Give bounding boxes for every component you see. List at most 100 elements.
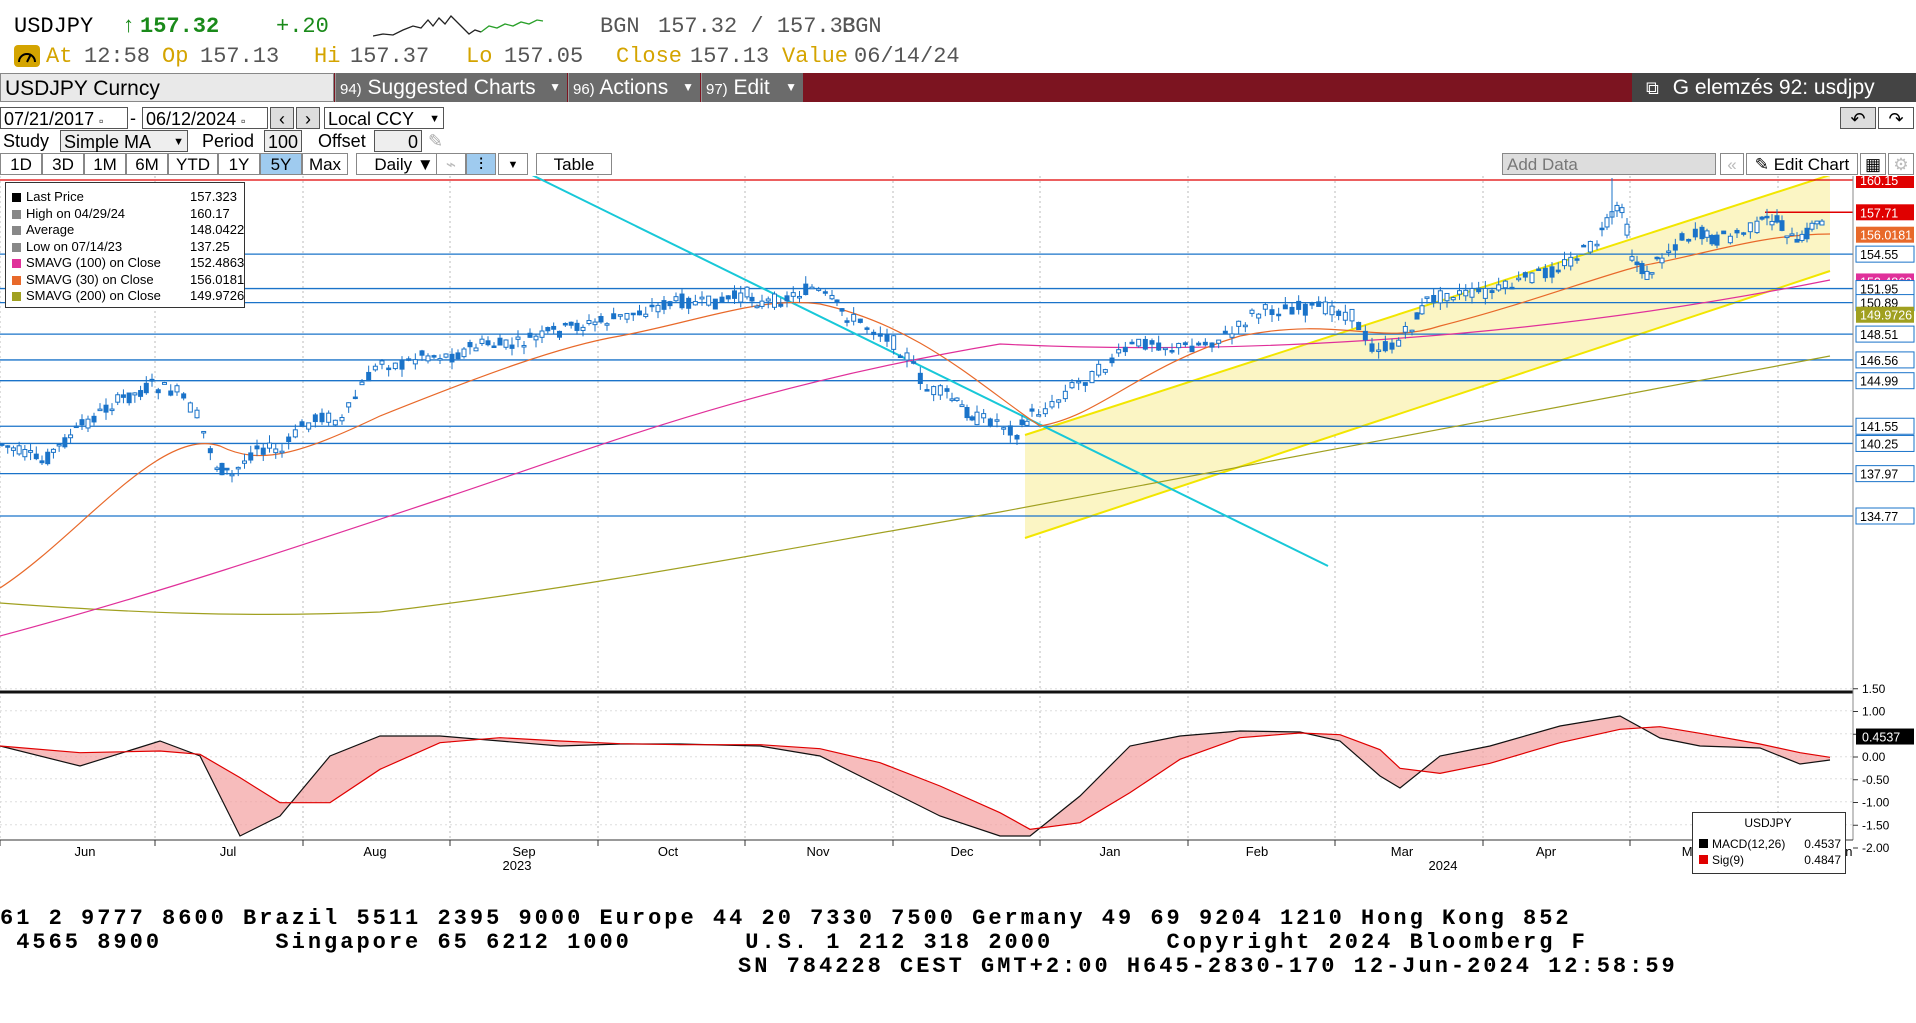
scroll-left-button[interactable]: ‹ [270,107,294,129]
candle-body [485,340,491,346]
candle-body [949,398,955,401]
period-tab-6m[interactable]: 6M [126,153,168,175]
high-value: 157.37 [350,44,430,69]
period-tab-1d[interactable]: 1D [0,153,42,175]
candle-body [917,372,923,384]
value-date: 06/14/24 [854,44,960,69]
candle-body [1741,232,1747,235]
candle-body [911,361,917,364]
candle-body [1209,342,1215,348]
candle-body [1109,357,1115,364]
candle-body [706,295,712,306]
candle-body [1509,286,1515,290]
price-tag-box [1856,172,1914,188]
candle-body [132,392,138,396]
table-button[interactable]: Table [536,153,612,175]
frequency-select[interactable]: Daily ▼ [356,153,452,175]
line-chart-icon[interactable]: ⌁ [436,153,466,175]
candle-body [406,358,412,361]
price-tag-label: 146.56 [1860,354,1898,368]
candle-body [1804,227,1810,240]
candle-body [332,419,338,426]
price-legend[interactable]: Last Price 157.323 High on 04/29/24 160.17 A… [5,182,245,308]
candle-body [994,419,1000,422]
price-tag-box [1855,507,1915,525]
add-data-input[interactable]: Add Data [1502,153,1716,175]
price-axis-tag: 154.55 [1855,245,1915,263]
candle-body [598,315,604,323]
candle-body [1296,300,1302,310]
pencil-icon[interactable]: ✎ [428,131,444,151]
scroll-right-button[interactable]: › [296,107,320,129]
macd-legend-value: 0.4847 [1804,853,1841,867]
candle-body [194,409,200,419]
candle-body [1049,401,1055,408]
price-tag-box [1856,306,1914,323]
candle-body [1402,325,1408,333]
candle-body [267,442,272,449]
contact-line-1: 61 2 9777 8600 Brazil 5511 2395 9000 Eur… [0,906,1572,931]
undo-button[interactable]: ↶ [1840,107,1876,129]
chart-title: G elemzés 92: usdjpy [1672,76,1875,99]
edit-button[interactable]: 97) Edit ▼ [701,73,803,102]
period-tab-3d[interactable]: 3D [42,153,84,175]
macd-legend[interactable]: USDJPY MACD(12,26) 0.4537 Sig(9) 0.4847 [1692,812,1846,874]
macd-tick-label: -2.00 [1862,841,1890,855]
redo-button[interactable]: ↷ [1878,107,1914,129]
candle-body [1256,313,1262,319]
month-label: Mar [1391,844,1414,859]
candle-body [1672,244,1678,251]
candle-body [931,386,937,396]
end-date-input[interactable]: 06/12/2024 ▫ [142,107,268,129]
sma100-line [0,279,1831,637]
currency-select[interactable]: Local CCY ▼ [324,107,444,129]
calendar-icon: ▫ [99,114,104,128]
up-arrow-icon: ↑ [122,14,136,39]
legend-value: 157.323 [190,189,237,204]
candle-body [399,360,405,370]
chevron-down-icon[interactable]: ▼ [498,153,528,175]
chart-canvas[interactable]: 161.45160.15157.71156.0181154.55152.4863… [0,144,1916,879]
price-tag-label: 149.9726 [1860,309,1912,323]
value-label: Value [782,44,849,69]
month-label: Apr [1536,844,1557,859]
gear-icon[interactable]: ⚙ [1888,153,1914,175]
candle-body [1482,287,1488,299]
period-tab-5y[interactable]: 5Y [260,153,302,175]
candle-body [637,310,642,316]
candle-body [562,322,568,326]
gauge-icon[interactable] [14,45,40,67]
candle-body [778,303,784,307]
candle-body [897,355,903,359]
study-select[interactable]: Simple MA ▼ [60,130,188,152]
candle-body [1362,330,1368,341]
double-chevron-left-icon[interactable]: « [1720,153,1744,175]
actions-label: Actions [599,76,669,99]
period-input[interactable]: 100 [264,130,302,152]
chart-title-button[interactable]: ⧉ G elemzés 92: usdjpy [1632,73,1916,102]
bar-chart-icon[interactable]: ⫶ [466,153,496,175]
pencil-icon: ✎ [1754,155,1769,174]
candle-body [224,467,230,471]
period-tab-1m[interactable]: 1M [84,153,126,175]
candle-body [1289,306,1295,315]
candle-body [1734,229,1740,234]
period-tab-1y[interactable]: 1Y [218,153,260,175]
candle-body [1516,277,1522,281]
actions-button[interactable]: 96) Actions ▼ [568,73,700,102]
currency-value: Local CCY [328,109,415,129]
security-field[interactable]: USDJPY Curncy [0,73,334,102]
candle-body [467,342,473,348]
offset-input[interactable]: 0 [374,130,422,152]
macd-current-box [1856,728,1914,745]
period-tab-ytd[interactable]: YTD [168,153,218,175]
price-chart[interactable]: 161.45160.15157.71156.0181154.55152.4863… [0,144,1916,879]
candle-body [443,353,449,358]
period-tab-max[interactable]: Max [302,153,348,175]
edit-chart-button[interactable]: ✎ Edit Chart [1746,153,1858,175]
start-date-input[interactable]: 07/21/2017 ▫ [0,107,128,129]
candle-body [1779,220,1785,231]
suggested-charts-button[interactable]: 94) Suggested Charts ▼ [335,73,567,102]
chart-settings-icon[interactable]: ▦ [1860,153,1886,175]
month-label: Feb [1246,844,1268,859]
